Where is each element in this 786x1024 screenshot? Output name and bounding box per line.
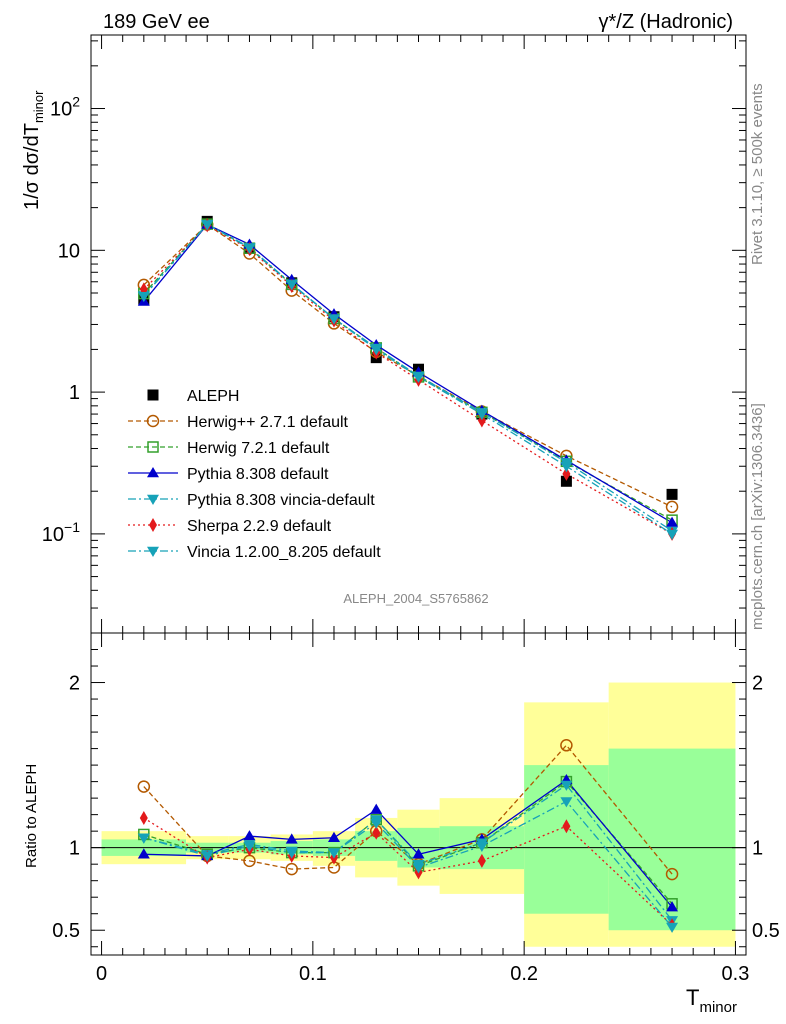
vincia-1-2-00-8-205-default-ratio-point — [412, 863, 425, 874]
pythia-8-308-vincia-default-ratio-line — [143, 784, 673, 921]
herwig-2-7-1-default-point — [665, 500, 679, 514]
legend: ALEPH Herwig++ 2.7.1 default Herwig 7.2.1 … — [128, 388, 381, 561]
legend-marker-sherpa-2-2-9-default — [149, 518, 157, 532]
x-axis-label: Tminor — [686, 985, 737, 1016]
legend-label-herwig-2-7-1-default: Herwig++ 2.7.1 default — [187, 414, 349, 431]
ratio-inner-band — [608, 748, 736, 931]
rivet-label: Rivet 3.1.10, ≥ 500k events — [749, 83, 766, 265]
pythia-8-308-default-ratio-point — [285, 833, 298, 844]
sherpa-2-2-9-default-line — [143, 224, 673, 535]
vincia-1-2-00-8-205-default-point — [560, 462, 573, 473]
pythia-8-308-vincia-default-line — [143, 223, 673, 532]
herwig-2-7-1-default-ratio-point — [137, 780, 151, 793]
x-tick-label: 0 — [96, 963, 107, 985]
ratio-y-tick-label-right: 0.5 — [752, 920, 780, 942]
herwig-7-2-1-default-line — [143, 223, 673, 521]
vincia-1-2-00-8-205-default-point — [327, 314, 340, 325]
legend-label-sherpa-2-2-9-default: Sherpa 2.2.9 default — [187, 518, 332, 535]
vincia-1-2-00-8-205-default-point — [412, 372, 425, 383]
legend-marker-herwig-2-7-1-default — [146, 414, 160, 428]
sherpa-2-2-9-default-ratio-line — [143, 817, 673, 926]
vincia-1-2-00-8-205-default-ratio-point — [560, 797, 573, 808]
vincia-1-2-00-8-205-default-ratio-line — [143, 800, 673, 928]
herwig-2-7-1-default-ratio-point — [665, 867, 679, 881]
herwig-2-7-1-default-ratio-line — [143, 744, 673, 875]
ratio-y-tick-label-right: 1 — [752, 838, 763, 860]
x-tick-label: 0.3 — [722, 963, 750, 985]
sherpa-2-2-9-default-point — [562, 466, 571, 481]
y-tick-label: 10 — [58, 240, 80, 262]
pythia-8-308-default-ratio-line — [143, 779, 673, 908]
vincia-1-2-00-8-205-default-ratio-point — [370, 818, 383, 829]
sherpa-2-2-9-default-point — [477, 413, 486, 428]
vincia-1-2-00-8-205-default-ratio-point — [137, 833, 150, 844]
sherpa-2-2-9-default-ratio-point — [477, 853, 486, 868]
pythia-8-308-default-ratio-point — [327, 831, 340, 842]
legend-label-herwig-7-2-1-default: Herwig 7.2.1 default — [187, 440, 330, 457]
vincia-1-2-00-8-205-default-point — [475, 409, 488, 421]
sherpa-2-2-9-default-ratio-point — [139, 810, 148, 825]
pythia-8-308-default-line — [143, 223, 673, 524]
vincia-1-2-00-8-205-default-ratio-point — [201, 851, 214, 862]
sherpa-2-2-9-default-ratio-point — [372, 825, 381, 840]
pythia-8-308-default-ratio-point — [412, 848, 425, 859]
legend-marker-pythia-8-308-vincia-default — [147, 494, 159, 505]
y-tick-label: 10−1 — [42, 519, 80, 546]
legend-label-vincia-1-2-00-8-205-default: Vincia 1.2.00_8.205 default — [187, 544, 381, 561]
aleph-point — [666, 488, 678, 500]
ratio-y-tick-label: 2 — [69, 673, 80, 695]
x-tick-label: 0.2 — [510, 963, 538, 985]
legend-marker-pythia-8-308-default — [147, 467, 159, 478]
pythia-8-308-default-ratio-point — [243, 830, 256, 841]
ratio-y-tick-label: 0.5 — [52, 920, 80, 942]
pythia-8-308-default-ratio-point — [370, 803, 383, 814]
legend-label-aleph: ALEPH — [187, 388, 239, 405]
analysis-watermark: ALEPH_2004_S5765862 — [343, 591, 488, 606]
ratio-series — [137, 739, 679, 933]
header-left: 189 GeV ee — [103, 11, 210, 33]
vincia-1-2-00-8-205-default-ratio-point — [243, 841, 256, 853]
pythia-8-308-default-ratio-point — [666, 901, 679, 912]
pythia-8-308-vincia-default-ratio-point — [560, 780, 573, 791]
legend-marker-herwig-7-2-1-default — [147, 441, 159, 453]
ratio-y-axis-label: Ratio to ALEPH — [23, 764, 40, 868]
ratio-bands — [91, 682, 746, 947]
sherpa-2-2-9-default-ratio-point — [562, 819, 571, 834]
vincia-1-2-00-8-205-default-ratio-point — [327, 848, 340, 859]
vincia-1-2-00-8-205-default-point — [243, 243, 256, 254]
ratio-y-tick-label: 1 — [69, 838, 80, 860]
vincia-1-2-00-8-205-default-ratio-point — [475, 841, 488, 853]
y-axis-label: 1/σ dσ/dTminor — [21, 90, 46, 210]
herwig-2-7-1-default-line — [143, 223, 673, 508]
vincia-1-2-00-8-205-default-ratio-point — [285, 848, 298, 859]
legend-marker-vincia-1-2-00-8-205-default — [147, 546, 159, 557]
vincia-1-2-00-8-205-default-line — [143, 223, 673, 535]
aleph-point — [560, 475, 572, 487]
herwig-2-7-1-default-ratio-point — [560, 739, 573, 752]
header-right: γ*/Z (Hadronic) — [599, 11, 733, 33]
vincia-1-2-00-8-205-default-ratio-point — [666, 922, 679, 933]
legend-label-pythia-8-308-vincia-default: Pythia 8.308 vincia-default — [187, 492, 375, 509]
vincia-1-2-00-8-205-default-point — [666, 529, 679, 540]
mcplots-label: mcplots.cern.ch [arXiv:1306.3436] — [749, 403, 766, 630]
main-series — [137, 215, 679, 541]
legend-marker-aleph — [147, 389, 159, 401]
vincia-1-2-00-8-205-default-point — [137, 291, 150, 303]
pythia-8-308-default-point — [666, 516, 679, 527]
ratio-y-tick-label-right: 2 — [752, 673, 763, 695]
legend-label-pythia-8-308-default: Pythia 8.308 default — [187, 466, 329, 483]
vincia-1-2-00-8-205-default-point — [370, 345, 383, 356]
y-tick-label: 1 — [69, 382, 80, 404]
x-tick-label: 0.1 — [299, 963, 327, 985]
vincia-1-2-00-8-205-default-point — [201, 220, 214, 231]
herwig-2-7-1-default-ratio-point — [285, 862, 298, 876]
y-tick-label: 102 — [50, 94, 80, 121]
vincia-1-2-00-8-205-default-point — [285, 280, 298, 291]
pythia-8-308-default-ratio-point — [137, 848, 150, 859]
